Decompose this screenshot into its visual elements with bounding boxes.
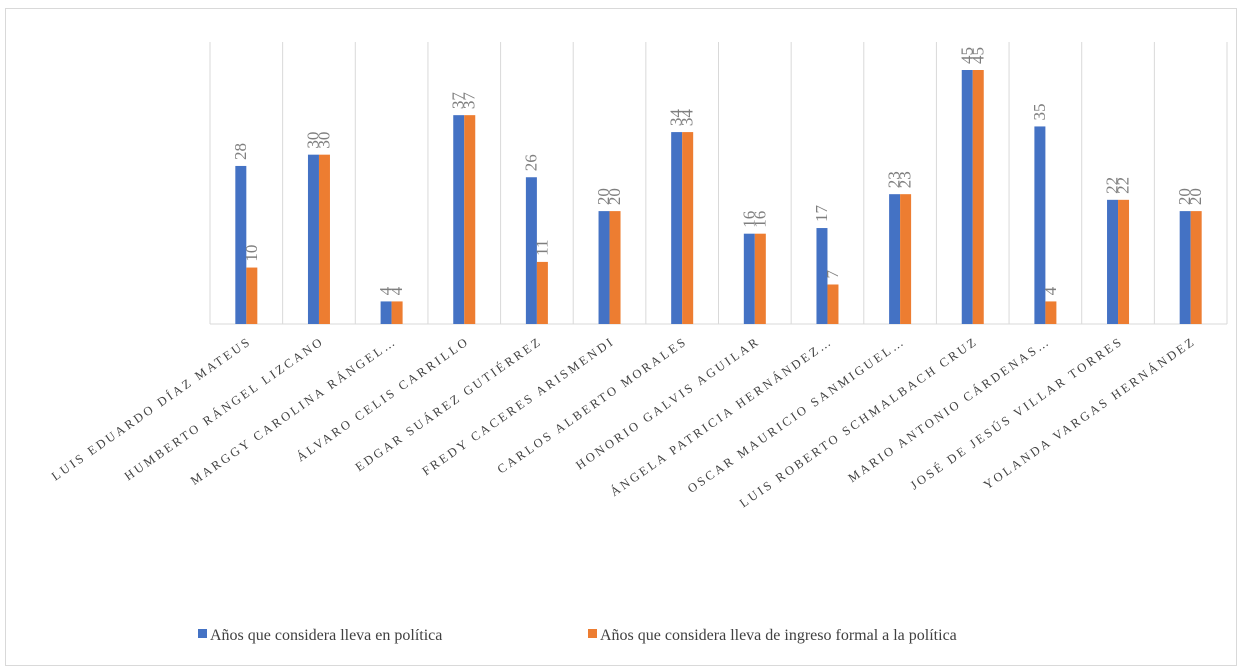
data-label-s0-7: 16 — [739, 211, 758, 228]
data-label-s1-1: 30 — [314, 132, 333, 149]
legend-swatch-1 — [588, 629, 597, 638]
data-label-s0-11: 35 — [1030, 103, 1049, 120]
data-label-s0-13: 20 — [1175, 188, 1194, 205]
data-label-s0-9: 23 — [885, 171, 904, 188]
data-label-s0-4: 26 — [521, 154, 540, 171]
data-label-s1-10: 45 — [968, 47, 987, 64]
chart-frame — [5, 8, 1237, 666]
data-label-s1-3: 37 — [460, 92, 479, 110]
legend-swatch-0 — [198, 629, 207, 638]
legend: Años que considera lleva en política Año… — [198, 627, 957, 644]
bar-s1-10 — [972, 70, 984, 324]
bar-s0-7 — [743, 233, 755, 324]
bar-s0-2 — [380, 301, 392, 324]
data-label-s0-0: 28 — [231, 143, 250, 160]
data-label-s1-4: 11 — [532, 240, 551, 256]
bar-s1-11 — [1045, 301, 1057, 324]
data-label-s0-3: 37 — [449, 92, 468, 110]
bar-s0-13 — [1179, 211, 1191, 324]
data-label-s1-11: 4 — [1041, 286, 1060, 295]
bar-s1-3 — [464, 115, 476, 325]
bar-s0-1 — [307, 154, 319, 324]
data-label-s0-2: 4 — [376, 286, 395, 295]
bars — [235, 70, 1202, 325]
bar-s1-5 — [609, 211, 621, 324]
bar-s0-10 — [961, 70, 973, 324]
data-label-s1-2: 4 — [387, 286, 406, 295]
data-label-s0-5: 20 — [594, 188, 613, 205]
bar-s1-6 — [682, 132, 694, 324]
bar-s0-4 — [525, 177, 537, 324]
bar-s1-1 — [318, 154, 330, 324]
data-label-s1-0: 10 — [242, 245, 261, 262]
bar-s1-4 — [536, 261, 548, 324]
data-label-s1-8: 7 — [823, 269, 842, 278]
bar-s1-9 — [900, 194, 912, 324]
bar-s1-7 — [754, 233, 766, 324]
legend-label-1: Años que considera lleva de ingreso form… — [600, 627, 957, 644]
data-label-s0-6: 34 — [667, 109, 686, 127]
data-label-s0-12: 22 — [1103, 177, 1122, 194]
bar-s0-8 — [816, 228, 828, 324]
data-label-s1-5: 20 — [605, 188, 624, 205]
bar-s1-2 — [391, 301, 403, 324]
data-label-s0-10: 45 — [957, 47, 976, 64]
data-label-s1-7: 16 — [750, 211, 769, 228]
data-label-s1-9: 23 — [896, 171, 915, 188]
data-label-s1-6: 34 — [678, 109, 697, 127]
bar-s1-13 — [1190, 211, 1202, 324]
bar-s0-9 — [889, 194, 901, 324]
bar-s1-8 — [827, 284, 839, 324]
data-label-s1-13: 20 — [1186, 188, 1205, 205]
bar-s1-0 — [246, 267, 258, 324]
bar-s0-11 — [1034, 126, 1046, 324]
bar-s0-0 — [235, 165, 247, 324]
data-label-s1-12: 22 — [1114, 177, 1133, 194]
gridlines — [209, 42, 1228, 324]
bar-s0-3 — [453, 115, 465, 325]
bar-s1-12 — [1118, 199, 1130, 324]
legend-label-0: Años que considera lleva en política — [210, 627, 442, 644]
bar-s0-5 — [598, 211, 610, 324]
data-label-s0-1: 30 — [303, 132, 322, 149]
bar-s0-6 — [671, 132, 683, 324]
data-label-s0-8: 17 — [812, 205, 831, 223]
bar-s0-12 — [1107, 199, 1119, 324]
